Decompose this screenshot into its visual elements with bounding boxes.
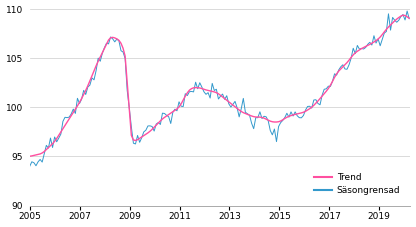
Legend: Trend, Säsongrensad: Trend, Säsongrensad bbox=[312, 171, 402, 197]
